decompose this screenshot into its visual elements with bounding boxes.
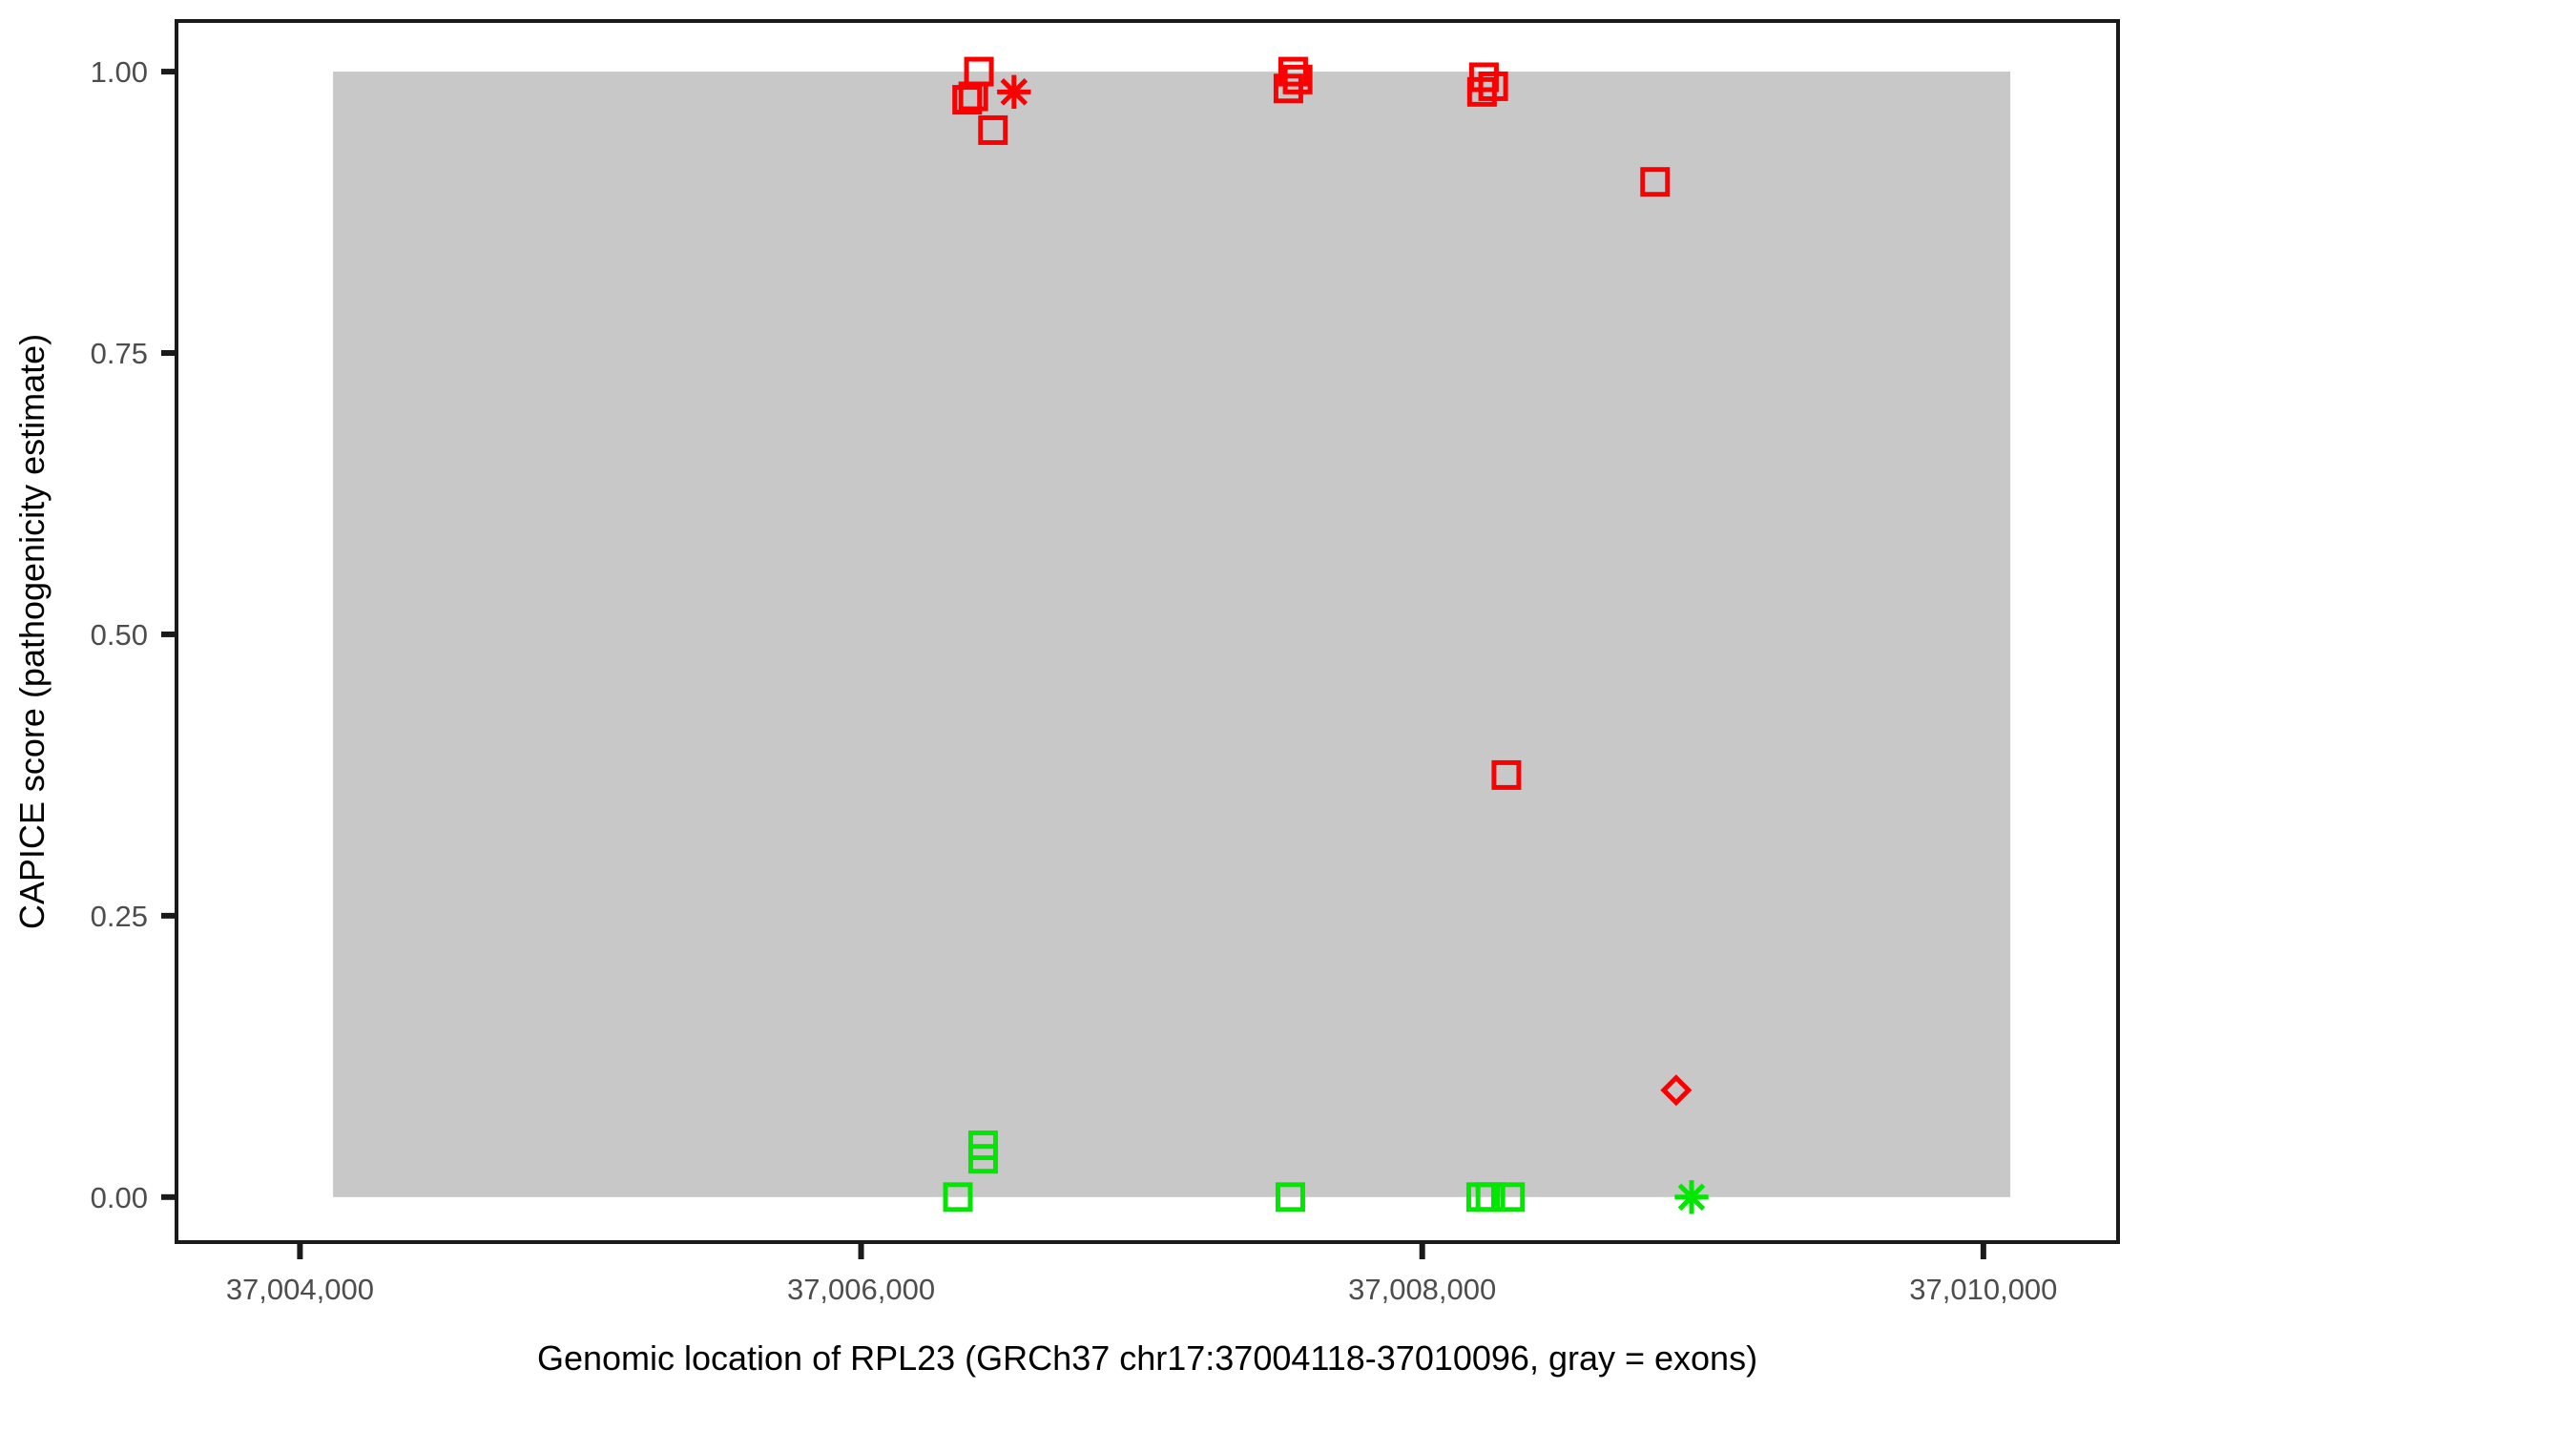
data-point[interactable] (1674, 1180, 1709, 1214)
data-point[interactable] (958, 81, 988, 112)
data-point[interactable] (1278, 56, 1308, 87)
x-axis-title: Genomic location of RPL23 (GRCh37 chr17:… (537, 1338, 1757, 1378)
exon-shading-region (333, 72, 2011, 1197)
x-axis: 37,004,000 37,006,000 37,008,000 37,010,000 (226, 1242, 2057, 1306)
x-axis-tick-label: 37,006,000 (787, 1273, 935, 1306)
data-point[interactable] (1495, 1182, 1526, 1213)
data-point[interactable] (1273, 73, 1303, 104)
x-axis-tick-label: 37,004,000 (226, 1273, 374, 1306)
series-square-lbb (943, 1130, 1526, 1213)
x-axis-tick-label: 37,010,000 (1909, 1273, 2057, 1306)
asterisk-stroke (1000, 78, 1028, 106)
series-square-lpp (952, 56, 1671, 790)
y-axis: 0.00 0.25 0.50 0.75 1.00 (91, 55, 177, 1214)
data-point[interactable] (997, 74, 1031, 110)
data-point[interactable] (1478, 71, 1508, 101)
data-point[interactable] (1475, 1182, 1506, 1213)
data-point[interactable] (943, 1182, 973, 1213)
y-axis-tick-label: 0.00 (91, 1181, 148, 1214)
y-axis-tick-label: 1.00 (91, 55, 148, 89)
data-point[interactable] (1640, 167, 1671, 197)
y-axis-title: CAPICE score (pathogenicity estimate) (12, 334, 52, 929)
y-axis-tick-label: 0.75 (91, 337, 148, 370)
data-point[interactable] (1282, 64, 1313, 94)
data-point[interactable] (1491, 759, 1522, 790)
y-axis-tick-label: 0.25 (91, 900, 148, 933)
series-diamond-lpp (1660, 1074, 1693, 1107)
asterisk-stroke (1677, 1183, 1706, 1212)
series-asterisk-lpp (997, 74, 1031, 110)
data-points-layer (943, 56, 1709, 1214)
data-point[interactable] (978, 114, 1008, 145)
data-point[interactable] (1660, 1074, 1693, 1107)
x-axis-tick-label: 37,008,000 (1348, 1273, 1496, 1306)
data-point[interactable] (1275, 1182, 1305, 1213)
y-axis-tick-label: 0.50 (91, 618, 148, 652)
data-point[interactable] (967, 1144, 998, 1174)
series-asterisk-lbb (1674, 1180, 1709, 1214)
data-point[interactable] (952, 85, 983, 115)
